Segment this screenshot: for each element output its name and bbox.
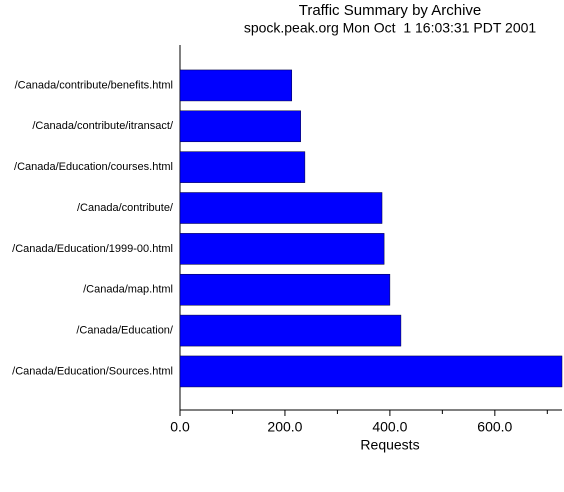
x-tick-label: 400.0	[372, 419, 407, 435]
bar	[179, 192, 383, 224]
y-tick-label: /Canada/Education/Sources.html	[12, 365, 173, 377]
bar	[179, 355, 563, 388]
x-tick-label: 600.0	[477, 419, 512, 435]
y-tick-label: /Canada/contribute/itransact/	[32, 120, 174, 132]
y-tick-label: /Canada/contribute/benefits.html	[15, 79, 173, 91]
y-tick-label: /Canada/map.html	[83, 284, 173, 296]
bar	[179, 151, 306, 183]
chart-title: Traffic Summary by Archive	[299, 2, 482, 19]
y-tick-label: /Canada/contribute/	[77, 202, 174, 214]
y-tick-label: /Canada/Education/courses.html	[14, 161, 173, 173]
y-tick-label: /Canada/Education/	[76, 324, 174, 336]
x-tick-label: 200.0	[267, 419, 302, 435]
y-tick-label: /Canada/Education/1999-00.html	[12, 243, 173, 255]
bar	[179, 110, 301, 143]
bar	[179, 273, 391, 306]
bar	[179, 314, 402, 347]
bar	[179, 69, 293, 102]
x-axis-label: Requests	[360, 437, 419, 453]
bar	[179, 233, 385, 265]
x-tick-label: 0.0	[170, 419, 190, 435]
chart-subtitle: spock.peak.org Mon Oct 1 16:03:31 PDT 20…	[244, 20, 537, 36]
